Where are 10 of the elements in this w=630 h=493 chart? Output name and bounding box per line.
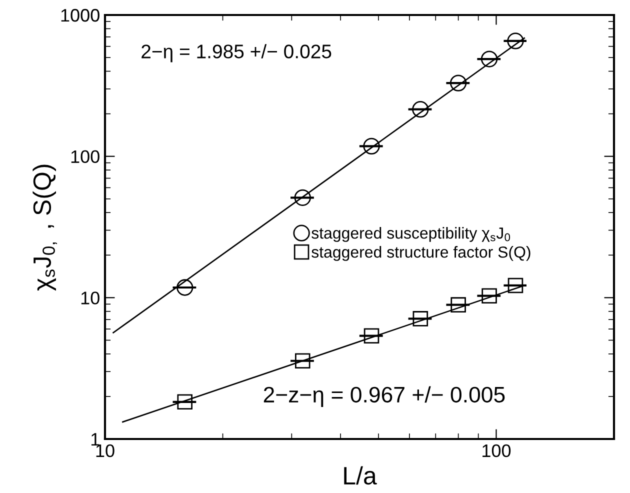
annotation: 2−z−η = 0.967 +/− 0.005: [264, 386, 505, 407]
y-tick-label: 1: [91, 433, 100, 446]
y-axis-title: χ$_{s}$J$_{0,}$ , S(Q): [32, 164, 58, 291]
legend-label: staggered structure factor S(Q): [312, 246, 530, 261]
x-axis-title: L/a: [344, 466, 377, 485]
legend-label: staggered susceptibility χ$_{s}$J$_{0}$: [312, 227, 510, 242]
y-tick-label: 10: [81, 292, 100, 304]
y-tick-label: 100: [71, 150, 100, 164]
y-tick-label: 1000: [61, 8, 100, 22]
annotation: 2−η = 1.985 +/− 0.025: [142, 44, 332, 62]
